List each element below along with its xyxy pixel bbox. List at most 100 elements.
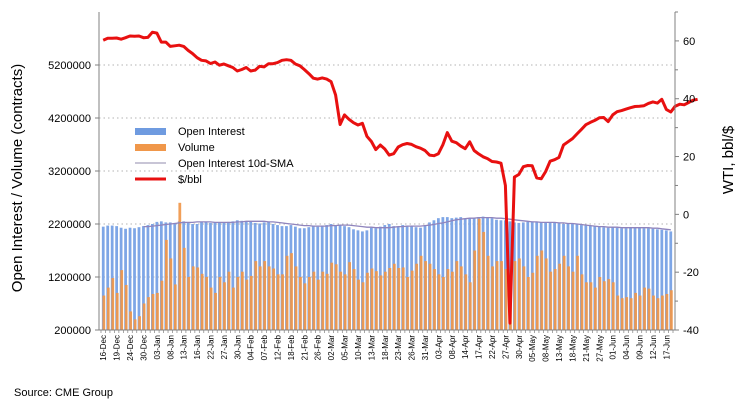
volume-bar [647, 288, 651, 330]
open-interest-bar [155, 221, 159, 330]
x-tick-label: 18-Mar [381, 335, 390, 361]
open-interest-bar [209, 222, 212, 330]
open-interest-bar [620, 228, 623, 330]
volume-bar [383, 271, 387, 330]
volume-bar [504, 269, 508, 330]
volume-bar [526, 277, 530, 330]
open-interest-bar [606, 227, 610, 330]
volume-bar [397, 267, 401, 330]
x-tick-label: 12-Feb [274, 334, 283, 360]
source-note: Source: CME Group [14, 387, 114, 399]
volume-bar [611, 282, 615, 330]
volume-bar [602, 281, 606, 330]
open-interest-bar [633, 227, 637, 330]
volume-bar [455, 261, 459, 330]
open-interest-bar [222, 222, 226, 330]
volume-bar [500, 261, 503, 330]
volume-bar [486, 255, 490, 330]
left-tick-label: 200000 [54, 325, 91, 337]
open-interest-bar [137, 227, 141, 330]
volume-bar [379, 275, 383, 330]
volume-bar [343, 274, 347, 330]
volume-bar [558, 263, 562, 330]
x-tick-label: 16-Dec [99, 335, 108, 361]
volume-bar [124, 284, 128, 330]
x-tick-label: 31-Mar [421, 335, 430, 361]
volume-bar [133, 319, 137, 330]
volume-bar [348, 262, 352, 330]
volume-bar [165, 239, 168, 330]
right-tick-label: -20 [683, 267, 699, 279]
volume-bar [513, 261, 517, 330]
right-tick-label: 60 [683, 36, 695, 48]
x-tick-label: 08-May [542, 335, 551, 362]
x-tick-label: 05-May [528, 335, 537, 362]
x-tick-label: 27-Jan [220, 335, 229, 359]
volume-bar [115, 292, 119, 330]
x-tick-label: 13-Mar [367, 335, 376, 361]
volume-bar [665, 293, 669, 330]
volume-bar [544, 258, 548, 330]
volume-bar [227, 271, 231, 330]
right-axis-title: WTI, bbl/$ [720, 125, 737, 194]
volume-bar [468, 282, 472, 330]
volume-bar [258, 266, 262, 330]
volume-bar [321, 271, 325, 330]
open-interest-bar [142, 226, 145, 330]
volume-bar [406, 277, 410, 330]
legend-label-price: $/bbl [178, 174, 202, 186]
x-tick-label: 18-Feb [287, 334, 296, 360]
volume-bar [518, 258, 521, 330]
volume-bar [156, 292, 159, 330]
open-interest-bar [218, 222, 221, 330]
volume-bar [549, 271, 553, 330]
volume-bar [661, 295, 664, 330]
open-interest-bar [235, 220, 239, 330]
volume-bar [129, 311, 133, 330]
open-interest-bar [128, 227, 132, 330]
volume-bar [482, 231, 486, 330]
volume-bar [580, 274, 584, 330]
open-interest-bar [302, 228, 306, 330]
x-tick-label: 19-Dec [113, 335, 122, 361]
volume-bar [111, 278, 115, 330]
x-tick-label: 17-Jun [662, 335, 671, 359]
volume-bar [620, 298, 624, 330]
volume-bar [200, 273, 204, 330]
volume-bar [415, 263, 419, 330]
open-interest-bar [602, 227, 606, 330]
open-interest-bar [124, 228, 127, 330]
open-interest-bar [611, 227, 615, 330]
x-tick-label: 30-Apr [515, 335, 524, 359]
volume-bar [616, 295, 620, 330]
volume-bar [553, 269, 557, 330]
volume-bar [491, 266, 495, 330]
volume-bar [567, 266, 570, 330]
volume-bar [473, 250, 477, 330]
volume-bar [392, 263, 396, 330]
volume-bar [232, 287, 235, 330]
right-tick-label: 0 [683, 209, 689, 221]
volume-bar [437, 274, 441, 330]
x-tick-label: 30-Jan [233, 335, 242, 359]
open-interest-bar [468, 218, 472, 330]
sma-line-group [143, 216, 671, 231]
x-tick-label: 23-Mar [394, 335, 403, 361]
legend-swatch-volume [135, 144, 166, 151]
x-tick-label: 13-Jan [180, 335, 189, 359]
volume-bar [339, 271, 343, 330]
volume-bar [120, 270, 124, 330]
volume-bar [594, 287, 597, 330]
volume-bar [299, 277, 302, 330]
x-tick-label: 09-Jun [636, 335, 645, 359]
left-tick-label: 4200000 [48, 113, 91, 125]
volume-bar [361, 282, 365, 330]
volume-bar [634, 292, 638, 330]
open-interest-bar [115, 226, 119, 330]
volume-bar [290, 253, 293, 330]
volume-bar [576, 255, 579, 330]
x-tick-label: 12-Jun [649, 335, 658, 359]
volume-bar [598, 277, 602, 330]
x-tick-label: 30-Dec [140, 335, 149, 361]
